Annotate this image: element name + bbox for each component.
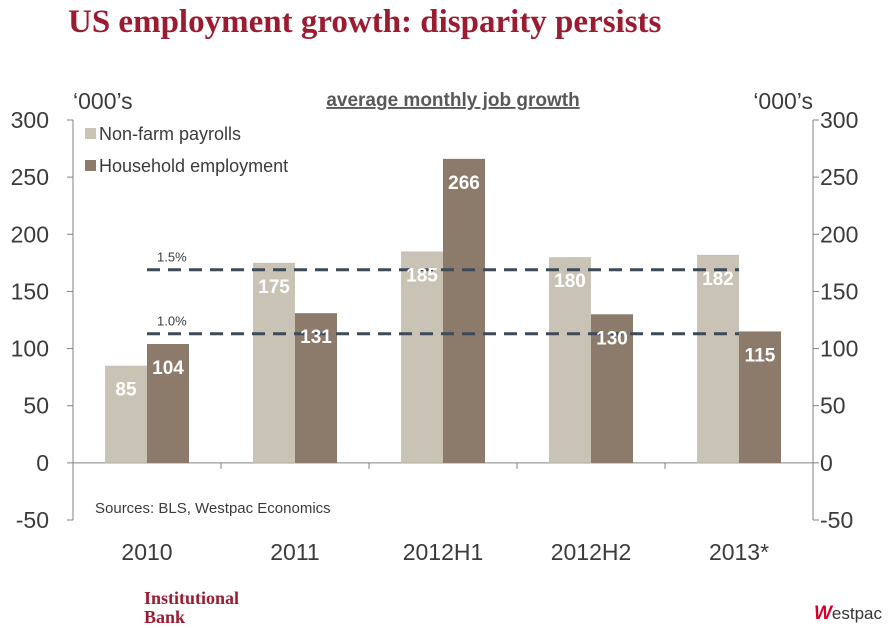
x-category-label: 2012H2 xyxy=(551,539,632,565)
reference-line-label: 1.5% xyxy=(157,250,187,265)
bar-value-label: 266 xyxy=(448,173,480,194)
y-tick-label-right: 300 xyxy=(820,107,858,133)
x-category-label: 2010 xyxy=(121,539,172,565)
legend-swatch xyxy=(85,160,96,171)
y-unit-left: ‘000’s xyxy=(73,88,133,114)
bar-household-2012H1 xyxy=(443,158,485,463)
y-tick-label-left: 100 xyxy=(11,336,49,362)
logo-line-2: Bank xyxy=(144,607,186,627)
y-tick-label-left: 200 xyxy=(11,221,49,247)
legend: Non-farm payrolls Household employment xyxy=(85,124,288,176)
legend-swatch xyxy=(85,128,96,139)
bar-value-label: 115 xyxy=(745,345,776,366)
bar-household-2010 xyxy=(147,344,189,463)
bar-nonfarm-2013* xyxy=(697,254,739,463)
bar-household-2013* xyxy=(739,331,781,463)
chart-subtitle: average monthly job growth xyxy=(326,90,579,111)
legend-label: Non-farm payrolls xyxy=(99,124,241,144)
x-category-label: 2013* xyxy=(709,539,769,565)
y-tick-label-right: 150 xyxy=(820,278,858,304)
bar-nonfarm-2012H1 xyxy=(401,251,443,463)
bar-nonfarm-2010 xyxy=(105,365,147,463)
y-tick-label-left: 300 xyxy=(11,107,49,133)
bar-value-label: 104 xyxy=(152,358,184,379)
westpac-wordmark: estpac xyxy=(831,604,882,623)
y-tick-label-right: 200 xyxy=(820,221,858,247)
bar-household-2012H2 xyxy=(591,314,633,463)
bar-value-label: 85 xyxy=(115,380,137,401)
x-category-label: 2011 xyxy=(270,539,319,565)
bar-value-label: 185 xyxy=(406,265,438,286)
institutional-bank-logo: Institutional Bank xyxy=(144,589,239,627)
y-tick-label-right: 100 xyxy=(820,336,858,362)
y-tick-label-right: 0 xyxy=(820,450,833,476)
westpac-mark-icon: W xyxy=(813,603,832,624)
bar-value-label: 182 xyxy=(702,269,734,290)
y-unit-right: ‘000’s xyxy=(753,88,813,114)
source-note: Sources: BLS, Westpac Economics xyxy=(95,500,331,517)
westpac-logo: Westpac xyxy=(814,603,882,625)
bar-value-label: 175 xyxy=(258,277,290,298)
y-tick-label-left: 50 xyxy=(23,393,49,419)
legend-label: Household employment xyxy=(99,156,288,176)
y-tick-label-right: -50 xyxy=(820,507,853,533)
bar-value-label: 131 xyxy=(300,327,332,348)
y-tick-label-left: 250 xyxy=(11,164,49,190)
reference-line-label: 1.0% xyxy=(157,314,187,329)
bar-nonfarm-2012H2 xyxy=(549,257,591,463)
y-tick-label-right: 50 xyxy=(820,393,846,419)
bar-value-label: 130 xyxy=(596,328,628,349)
y-tick-label-left: 0 xyxy=(36,450,49,476)
x-category-label: 2012H1 xyxy=(403,539,484,565)
chart-title: US employment growth: disparity persists xyxy=(68,4,662,40)
logo-line-1: Institutional xyxy=(144,588,240,608)
bar-household-2011 xyxy=(295,313,337,463)
y-tick-label-left: -50 xyxy=(16,507,49,533)
y-tick-label-left: 150 xyxy=(11,278,49,304)
bar-value-label: 180 xyxy=(554,271,586,292)
y-tick-label-right: 250 xyxy=(820,164,858,190)
bar-nonfarm-2011 xyxy=(253,262,295,463)
